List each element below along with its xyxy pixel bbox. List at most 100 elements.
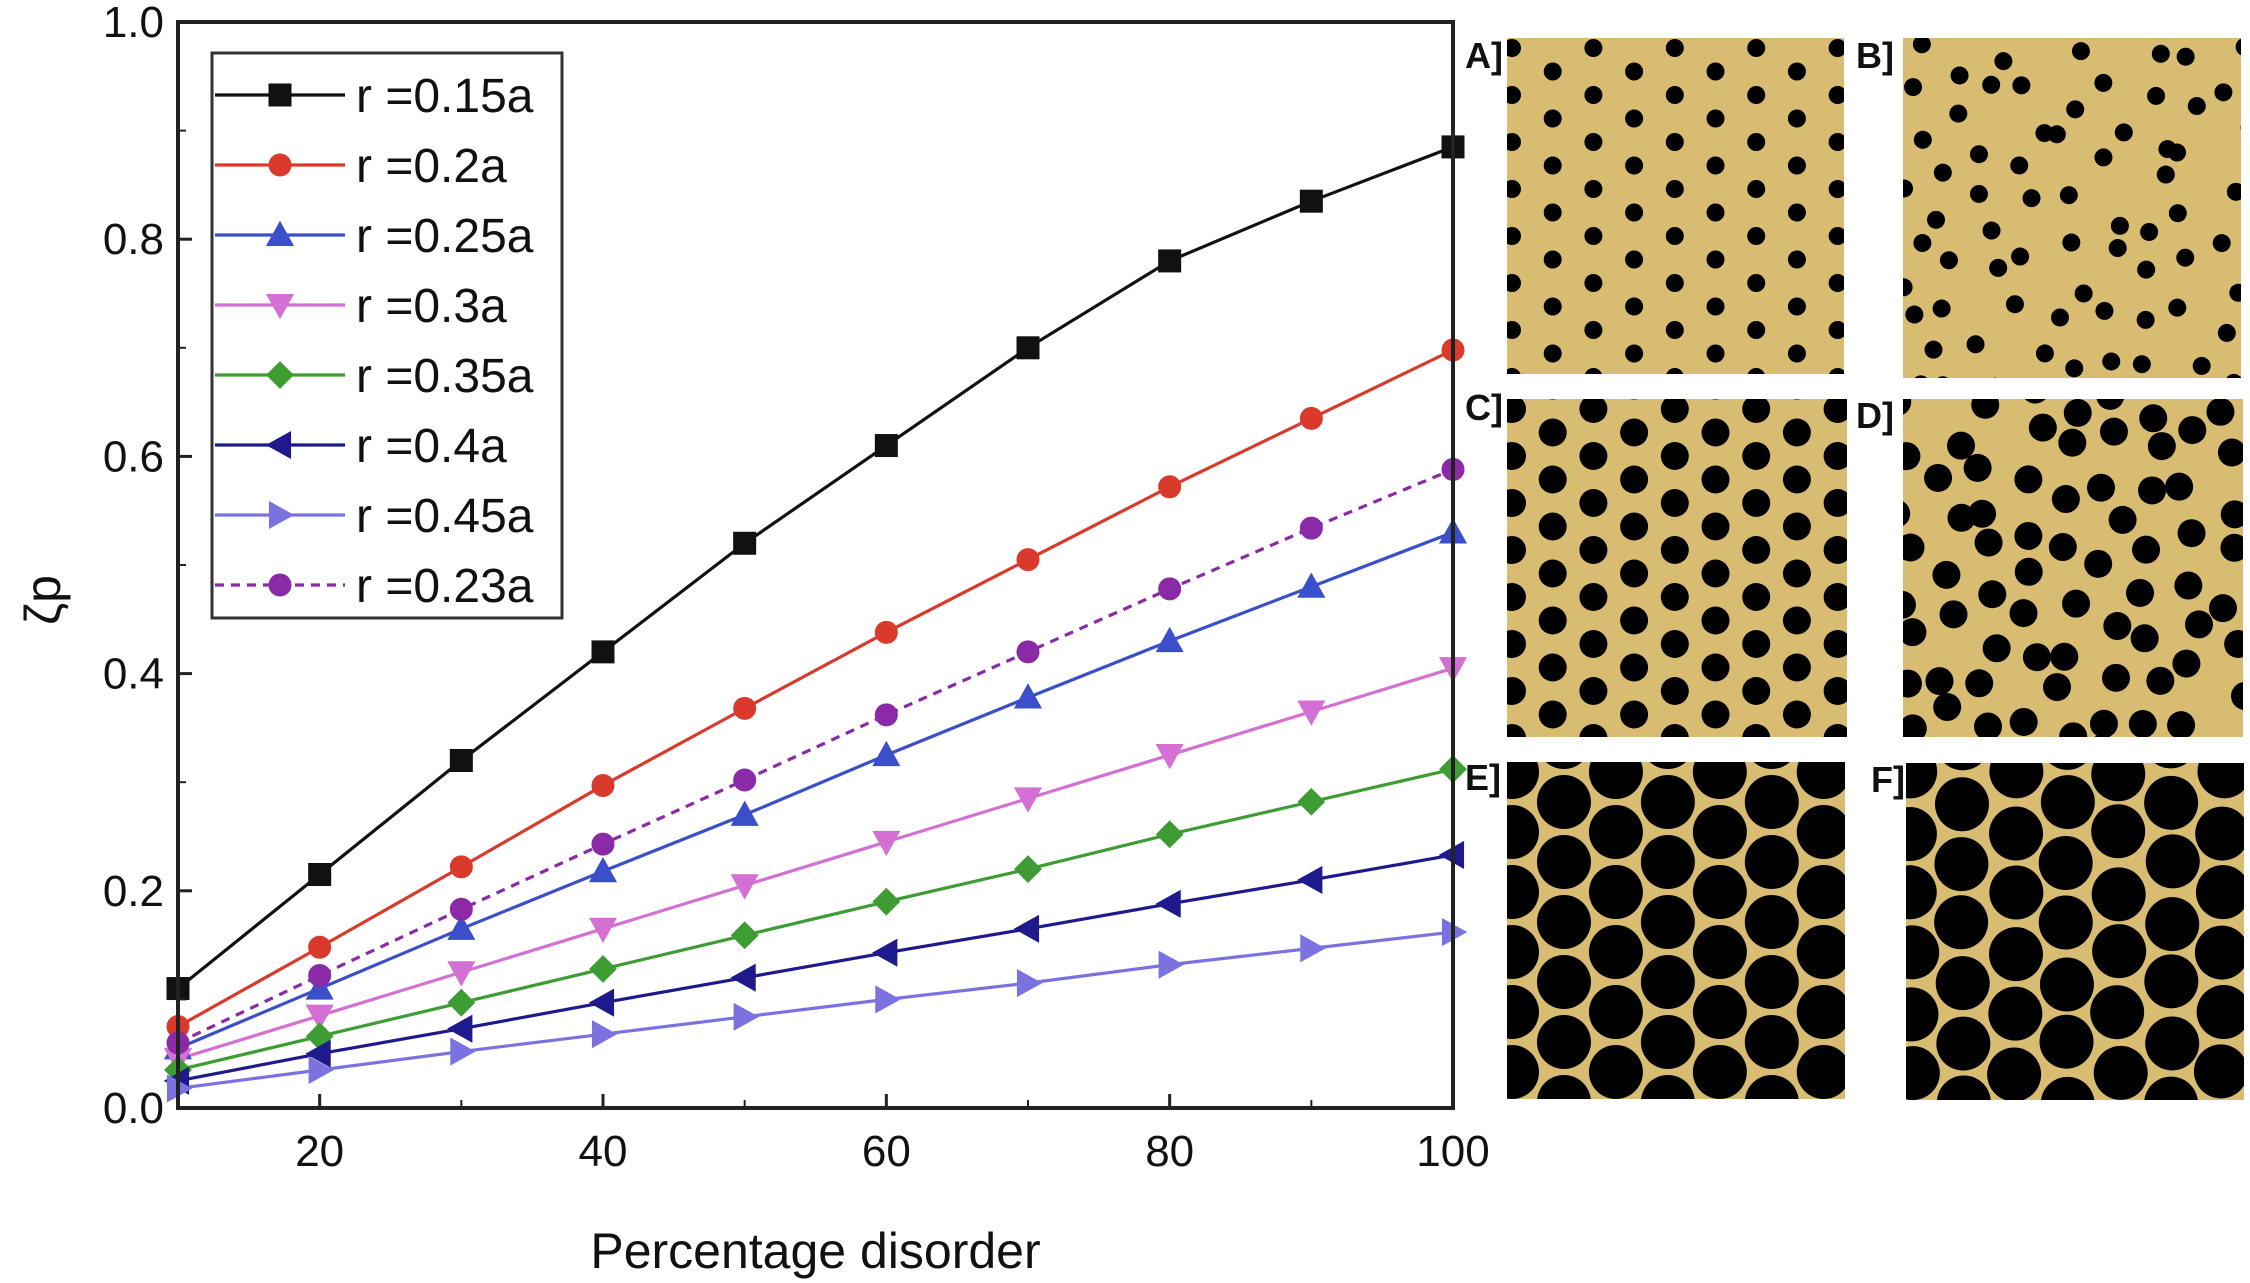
series-line <box>176 145 1454 990</box>
legend-label: r =0.3a <box>356 280 507 333</box>
lattice-hole <box>1988 927 2043 982</box>
lattice-hole <box>1903 501 1911 526</box>
lattice-hole <box>2126 578 2155 607</box>
lattice-hole <box>1640 955 1695 1009</box>
lattice-hole <box>1989 258 2008 277</box>
lattice-hole <box>2214 83 2233 102</box>
lattice-hole <box>1744 955 1799 1009</box>
data-point <box>591 832 615 856</box>
lattice-hole <box>1796 925 1845 979</box>
lattice-hole <box>1692 865 1747 919</box>
lattice-hole <box>1787 203 1806 222</box>
lattice-hole <box>2095 301 2114 320</box>
lattice-hole <box>2103 612 2132 641</box>
lattice-hole <box>1906 1046 1940 1100</box>
legend-label: r =0.25a <box>356 210 534 263</box>
lattice-hole <box>2172 649 2201 678</box>
lattice-hole <box>1579 536 1608 564</box>
lattice-hole <box>1538 606 1567 635</box>
lattice-hole <box>2094 734 2111 737</box>
lattice-hole <box>1507 180 1521 198</box>
lattice-hole <box>1640 1015 1695 1069</box>
lattice-hole <box>2220 533 2243 562</box>
lattice-hole <box>1745 1135 1799 1189</box>
data-point <box>733 1002 759 1031</box>
lattice-hole <box>1660 724 1689 737</box>
lattice-hole <box>2218 737 2246 765</box>
lattice-hole <box>1625 62 1644 81</box>
lattice-hole <box>1507 985 1539 1039</box>
lattice-hole <box>2139 404 2168 433</box>
lattice-hole <box>2009 599 2038 628</box>
lattice-hole <box>1536 895 1591 949</box>
lattice-hole <box>2011 247 2030 266</box>
lattice-hole <box>2047 125 2066 144</box>
lattice-hole <box>2156 165 2175 184</box>
lattice-hole <box>1579 583 1608 611</box>
data-point <box>1299 516 1323 540</box>
legend-marker <box>268 83 292 107</box>
lattice-hole <box>1507 762 1539 799</box>
lattice-hole <box>1665 86 1684 104</box>
lattice-hole <box>1747 133 1766 151</box>
y-tick-label: 1.0 <box>103 0 164 47</box>
lattice-panel: C] <box>1465 387 1847 737</box>
lattice-hole <box>1666 0 1684 10</box>
data-point <box>1013 787 1043 813</box>
lattice-hole <box>2175 13 2193 31</box>
data-point <box>1016 640 1040 664</box>
lattice-hole <box>1903 399 1912 415</box>
series-line <box>177 767 1454 1072</box>
lattice-hole <box>2217 438 2243 467</box>
lattice-hole <box>2087 473 2116 502</box>
lattice-hole <box>1934 777 1989 832</box>
lattice-hole <box>1620 465 1649 494</box>
lattice-hole <box>1939 251 1958 270</box>
lattice-hole <box>2040 1076 2095 1100</box>
lattice-hole <box>2048 533 2077 562</box>
lattice-hole <box>1965 669 1994 698</box>
lattice-hole <box>1903 179 1914 198</box>
lattice-hole <box>1823 630 1847 658</box>
lattice-hole <box>2084 549 2113 578</box>
data-point <box>1155 820 1184 849</box>
lattice-hole <box>2065 359 2084 378</box>
series-line <box>177 530 1454 1050</box>
lattice-hole <box>2059 722 2088 737</box>
lattice-hole <box>2010 156 2029 175</box>
lattice-holes <box>1507 399 1847 737</box>
lattice-hole <box>1903 714 1927 737</box>
lattice-hole <box>2208 594 2237 623</box>
lattice-hole <box>1625 156 1644 175</box>
lattice-hole <box>1828 321 1844 339</box>
x-tick-label: 60 <box>862 1127 911 1176</box>
panel-label: D] <box>1856 395 1894 436</box>
lattice-hole <box>2140 222 2159 241</box>
lattice-hole <box>1620 606 1649 635</box>
lattice-hole <box>1620 653 1649 682</box>
lattice-hole <box>1796 1045 1845 1099</box>
lattice-hole <box>1934 837 1989 892</box>
lattice-hole <box>2108 239 2127 258</box>
data-point <box>447 1014 473 1043</box>
lattice-hole <box>2197 763 2244 799</box>
lattice-hole <box>1747 227 1766 245</box>
lattice-hole <box>2168 298 2187 317</box>
x-tick-label: 20 <box>295 1127 344 1176</box>
lattice-hole <box>1823 536 1847 564</box>
lattice-hole <box>1507 399 1526 423</box>
lattice-hole <box>1969 184 1988 203</box>
lattice-hole <box>1903 590 1916 619</box>
lattice-hole <box>2193 1044 2244 1099</box>
lattice-hole <box>1507 925 1539 979</box>
lattice-hole <box>2178 416 2207 445</box>
lattice-hole <box>1693 1105 1747 1159</box>
lattice-hole <box>1927 210 1946 229</box>
lattice-hole <box>1903 533 1925 562</box>
lattice-hole <box>1903 618 1927 647</box>
lattice-hole <box>1620 418 1649 447</box>
data-point <box>1016 969 1043 998</box>
lattice-hole <box>1982 221 2001 240</box>
lattice-hole <box>1994 52 2013 71</box>
lattice-hole <box>2040 775 2095 830</box>
